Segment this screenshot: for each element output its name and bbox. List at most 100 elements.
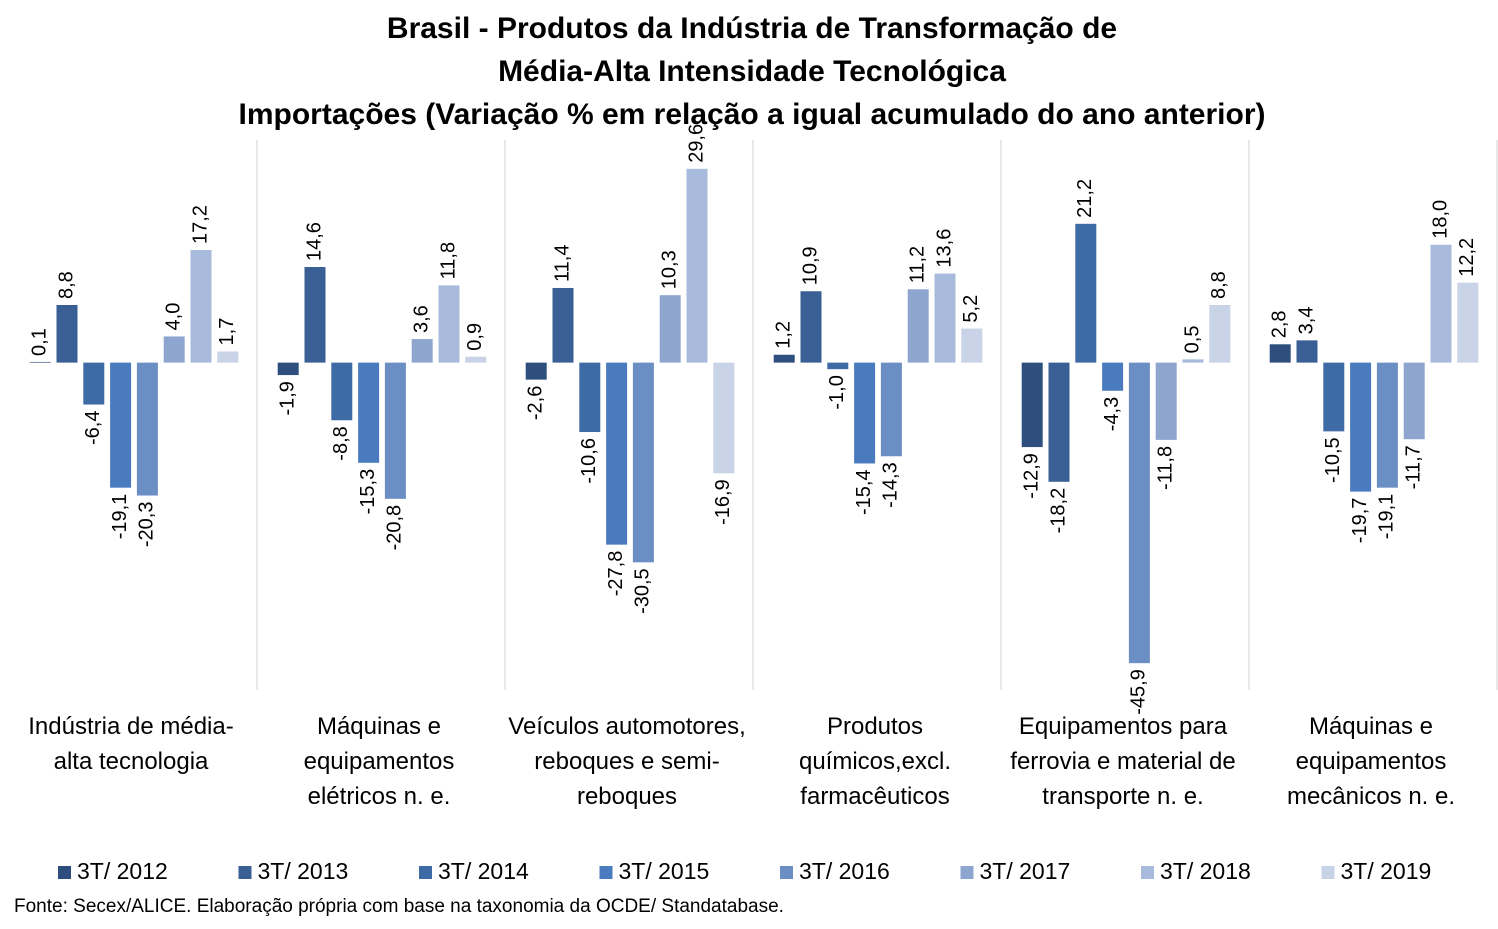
bar bbox=[331, 362, 353, 421]
data-label: -15,4 bbox=[853, 469, 875, 515]
data-label: -16,9 bbox=[712, 479, 734, 525]
data-label: 3,4 bbox=[1295, 307, 1317, 335]
data-label: -14,3 bbox=[880, 462, 902, 508]
source-note: Fonte: Secex/ALICE. Elaboração própria c… bbox=[14, 896, 784, 917]
bar bbox=[1376, 362, 1398, 488]
data-label: 11,8 bbox=[437, 242, 459, 279]
bar bbox=[1102, 362, 1124, 391]
data-label: 1,7 bbox=[216, 318, 238, 346]
bar bbox=[1457, 282, 1479, 363]
bar bbox=[552, 287, 574, 363]
bar bbox=[1430, 244, 1452, 363]
bar bbox=[110, 362, 132, 488]
bar bbox=[304, 267, 326, 363]
data-label: 4,0 bbox=[162, 303, 184, 331]
bar bbox=[713, 362, 735, 474]
legend-label: 3T/ 2012 bbox=[77, 858, 168, 884]
data-label: -1,9 bbox=[276, 381, 298, 415]
data-label: 10,3 bbox=[658, 250, 680, 289]
bar bbox=[961, 328, 983, 363]
data-label: -1,0 bbox=[826, 375, 848, 409]
legend-swatch bbox=[1321, 866, 1335, 879]
data-label: -19,7 bbox=[1349, 498, 1371, 544]
bar bbox=[773, 354, 795, 363]
bar bbox=[1048, 362, 1070, 482]
chart-title: Média-Alta Intensidade Tecnológica bbox=[498, 55, 1006, 88]
bar bbox=[827, 362, 849, 370]
bar bbox=[907, 289, 929, 363]
data-label: -4,3 bbox=[1101, 397, 1123, 431]
legend-swatch bbox=[419, 866, 432, 879]
legend-swatch bbox=[780, 866, 793, 879]
legend-label: 3T/ 2014 bbox=[438, 858, 529, 884]
data-label: -45,9 bbox=[1128, 669, 1150, 715]
bar bbox=[56, 305, 78, 363]
data-label: 0,5 bbox=[1181, 326, 1203, 354]
data-label: -18,2 bbox=[1047, 488, 1069, 534]
data-label: 21,2 bbox=[1074, 179, 1096, 218]
data-label: -27,8 bbox=[605, 551, 627, 597]
legend-swatch bbox=[1141, 866, 1154, 879]
data-label: 12,2 bbox=[1456, 238, 1478, 277]
bar bbox=[29, 361, 51, 363]
data-label: 3,6 bbox=[410, 305, 432, 333]
chart-title: Importações (Variação % em relação a igu… bbox=[239, 98, 1266, 131]
bar bbox=[83, 362, 105, 405]
data-label: -10,5 bbox=[1322, 437, 1344, 483]
data-label: 8,8 bbox=[55, 271, 77, 299]
data-label: 8,8 bbox=[1208, 271, 1230, 299]
data-label: 10,9 bbox=[799, 246, 821, 285]
legend-label: 3T/ 2018 bbox=[1160, 858, 1251, 884]
data-label: -8,8 bbox=[330, 426, 352, 460]
bar bbox=[1155, 362, 1177, 440]
bar bbox=[1296, 340, 1318, 363]
data-label: -15,3 bbox=[357, 469, 379, 515]
bar bbox=[686, 168, 708, 363]
data-label: -11,8 bbox=[1154, 446, 1176, 490]
data-label: -19,1 bbox=[1376, 494, 1398, 540]
bar bbox=[1021, 362, 1043, 448]
bar bbox=[217, 351, 239, 363]
data-label: -20,8 bbox=[384, 505, 406, 551]
legend-swatch bbox=[238, 866, 252, 879]
bar bbox=[277, 362, 299, 376]
bar bbox=[800, 291, 822, 363]
bar bbox=[465, 356, 487, 363]
x-tick-label: Produtos químicos,excl. farmacêuticos bbox=[798, 713, 952, 810]
data-label: 0,9 bbox=[464, 323, 486, 351]
bar bbox=[1269, 344, 1291, 363]
data-label: -6,4 bbox=[82, 411, 104, 445]
legend-label: 3T/ 2019 bbox=[1341, 858, 1432, 884]
data-label: 11,4 bbox=[551, 245, 573, 282]
data-label: 14,6 bbox=[303, 222, 325, 261]
data-label: 13,6 bbox=[933, 229, 955, 268]
bar bbox=[934, 273, 956, 363]
x-tick-label: Máquinas e equipamentos elétricos n. e. bbox=[303, 713, 455, 810]
legend-swatch bbox=[58, 866, 71, 879]
bar bbox=[358, 362, 380, 463]
bar bbox=[136, 362, 158, 496]
data-label: 2,8 bbox=[1268, 310, 1290, 338]
x-tick-label: Veículos automotores, reboques e semi-re… bbox=[508, 713, 746, 810]
data-label: 1,2 bbox=[772, 321, 794, 349]
bar bbox=[163, 336, 185, 363]
bar bbox=[1323, 362, 1345, 432]
bar bbox=[1350, 362, 1372, 492]
bar bbox=[384, 362, 406, 499]
bar bbox=[190, 250, 212, 363]
bar bbox=[880, 362, 902, 457]
data-label: 18,0 bbox=[1429, 200, 1451, 239]
bar bbox=[525, 362, 547, 380]
bar bbox=[606, 362, 628, 545]
bar bbox=[1403, 362, 1425, 440]
x-tick-label: Máquinas e equipamentos mecânicos n. e. bbox=[1286, 713, 1456, 810]
data-label: -10,6 bbox=[578, 438, 600, 484]
legend-swatch bbox=[960, 866, 974, 879]
legend-swatch bbox=[599, 866, 613, 879]
data-label: 17,2 bbox=[189, 205, 211, 244]
bar bbox=[1209, 305, 1231, 363]
bar bbox=[659, 295, 681, 363]
bar bbox=[1075, 223, 1097, 363]
